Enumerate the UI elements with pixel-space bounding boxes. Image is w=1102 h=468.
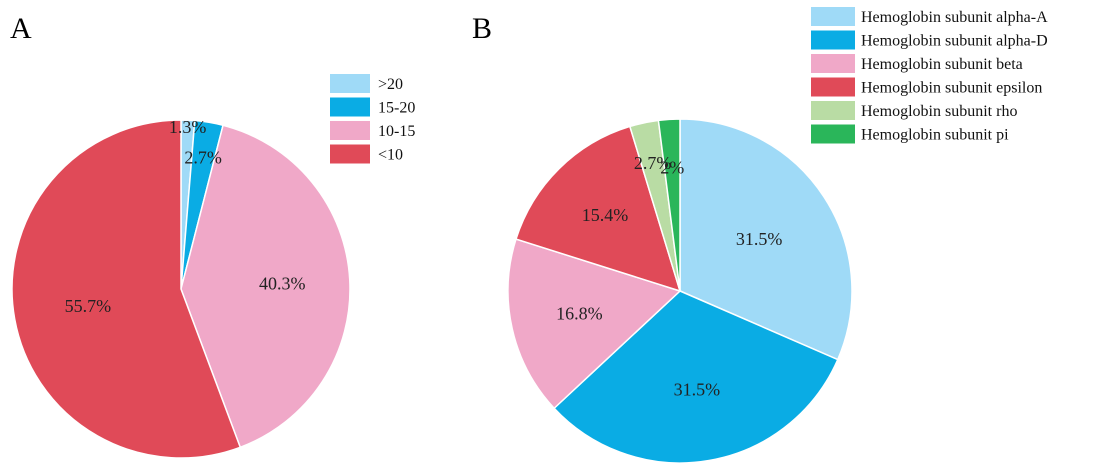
legend-b-label-3: Hemoglobin subunit epsilon	[861, 80, 1042, 97]
pie-b-slice-2	[507, 238, 682, 410]
legend-b-swatch-0	[811, 7, 855, 26]
legend-a: >20 15-20 10-15 <10	[330, 74, 415, 164]
legend-a-swatch-2	[330, 121, 370, 140]
legend-a-label-2: 10-15	[378, 123, 415, 140]
legend-b: Hemoglobin subunit alpha-A Hemoglobin sub…	[811, 7, 1048, 144]
legend-b-label-1: Hemoglobin subunit alpha-D	[861, 33, 1048, 50]
legend-b-swatch-4	[811, 101, 855, 120]
panel-label-a: A	[10, 12, 32, 45]
legend-a-swatch-0	[330, 74, 370, 93]
pie-b-slice-label-4: 2.7%	[634, 153, 672, 173]
pie-a-slice-labels: 1.3% 2.7% 40.3% 55.7%	[65, 117, 306, 316]
legend-b-label-5: Hemoglobin subunit pi	[861, 127, 1009, 144]
pie-b-slice-3	[515, 125, 682, 293]
legend-a-label-1: 15-20	[378, 100, 415, 117]
pie-b-slice-labels: 31.5% 31.5% 16.8% 15.4% 2.7%2%	[556, 153, 782, 399]
pie-a-slice-label-3: 55.7%	[65, 296, 112, 316]
pie-b-slice-label-3: 15.4%	[582, 205, 629, 225]
pie-a-slice-label-1: 2.7%	[184, 147, 222, 167]
legend-a-swatch-3	[330, 144, 370, 164]
pie-a-slice-label-0: 1.3%	[169, 117, 207, 137]
legend-a-label-0: >20	[378, 76, 403, 93]
legend-b-swatch-2	[811, 54, 855, 73]
legend-b-label-2: Hemoglobin subunit beta	[861, 56, 1023, 73]
legend-b-swatch-3	[811, 77, 855, 97]
pie-b-slice-1	[553, 290, 839, 464]
pie-a-slices	[11, 119, 351, 459]
pie-a-slice-2	[180, 124, 351, 449]
pie-b-slice-label-2: 16.8%	[556, 304, 603, 324]
pie-a-slice-3	[11, 119, 242, 459]
pie-a-slice-label-2: 40.3%	[259, 274, 306, 294]
pie-b-slice-label-1: 31.5%	[674, 379, 721, 399]
legend-a-label-3: <10	[378, 147, 403, 164]
pie-b-slice-5	[657, 118, 681, 292]
legend-a-swatch-1	[330, 97, 370, 117]
pie-b-slice-label-0: 31.5%	[736, 229, 783, 249]
pie-b-slices	[507, 118, 853, 464]
panel-label-b: B	[472, 12, 492, 45]
pie-b-slice-label-5: 2%	[660, 157, 684, 177]
legend-b-label-4: Hemoglobin subunit rho	[861, 103, 1017, 120]
pie-b-slice-0	[679, 118, 853, 361]
legend-b-swatch-5	[811, 124, 855, 144]
pie-chart-b: B 31.5% 31.5% 16.8% 15.4% 2.7%2% Hemoglobin …	[472, 7, 1048, 464]
legend-b-swatch-1	[811, 30, 855, 50]
legend-b-label-0: Hemoglobin subunit alpha-A	[861, 9, 1048, 26]
pie-chart-a: A 1.3% 2.7% 40.3% 55.7% >20 15-20 10-15 <10	[10, 12, 415, 459]
